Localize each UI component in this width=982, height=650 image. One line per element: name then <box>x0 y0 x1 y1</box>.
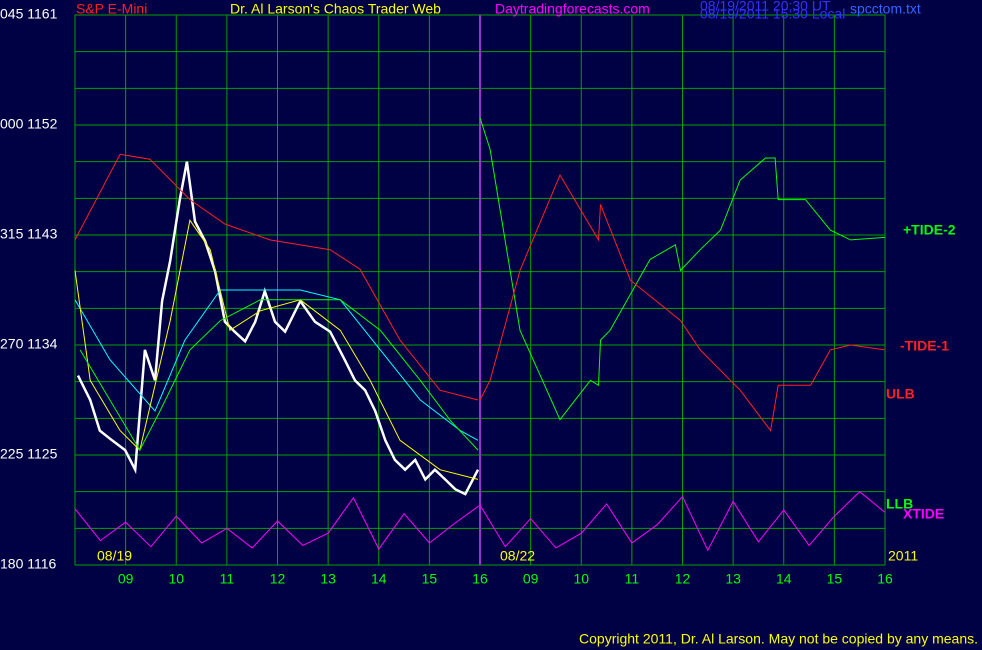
price-line <box>76 161 480 496</box>
y-tick-label: 180 1116 <box>0 556 57 572</box>
series-label: ULB <box>886 386 915 402</box>
y-tick-label: 225 1125 <box>0 446 58 462</box>
x-tick-label: 15 <box>827 571 843 587</box>
x-tick-label: 15 <box>422 571 438 587</box>
annotation: Dr. Al Larson's Chaos Trader Web <box>230 1 441 17</box>
annotation: 08/19/2011 15:30 Local <box>700 6 845 22</box>
y-tick-label: 270 1134 <box>0 336 58 352</box>
series-label: LLB <box>886 496 913 512</box>
x-tick-label: 13 <box>320 571 336 587</box>
series-label: XTIDE <box>903 506 944 522</box>
x-tick-label: 11 <box>625 571 640 587</box>
series-label: -TIDE-1 <box>900 338 949 354</box>
x-tick-label: 12 <box>675 571 691 587</box>
x-tick-label: 16 <box>472 571 488 587</box>
y-tick-label: 315 1143 <box>0 226 58 242</box>
x-tick-label: 12 <box>270 571 286 587</box>
annotation: Copyright 2011, Dr. Al Larson. May not b… <box>579 631 978 647</box>
annotation: spcctom.txt <box>850 1 921 17</box>
series-label: +TIDE-2 <box>903 222 956 238</box>
x-tick-label: 13 <box>725 571 741 587</box>
annotation: 2011 <box>888 548 918 564</box>
x-tick-label: 11 <box>220 571 235 587</box>
annotation: 08/19 <box>97 548 132 564</box>
series-line <box>74 219 479 480</box>
series-line <box>479 173 886 432</box>
y-tick-label: 045 1161 <box>0 6 58 22</box>
x-tick-label: 10 <box>573 571 589 587</box>
annotation: 08/19/2011 20:30 UT <box>700 0 831 14</box>
x-tick-label: 16 <box>877 571 893 587</box>
x-tick-label: 10 <box>168 571 184 587</box>
x-tick-label: 09 <box>118 571 134 587</box>
chart-title: S&P E-Mini <box>76 1 147 17</box>
annotation: Daytradingforecasts.com <box>495 1 650 17</box>
series-line <box>479 117 886 421</box>
y-tick-label: 000 1152 <box>0 116 58 132</box>
series-line <box>79 299 479 452</box>
x-tick-label: 14 <box>776 571 792 587</box>
series-line <box>74 289 479 441</box>
annotation: 08/22 <box>500 548 535 564</box>
series-line <box>74 153 479 401</box>
series-line <box>74 491 886 552</box>
x-tick-label: 09 <box>523 571 539 587</box>
x-tick-label: 14 <box>371 571 387 587</box>
